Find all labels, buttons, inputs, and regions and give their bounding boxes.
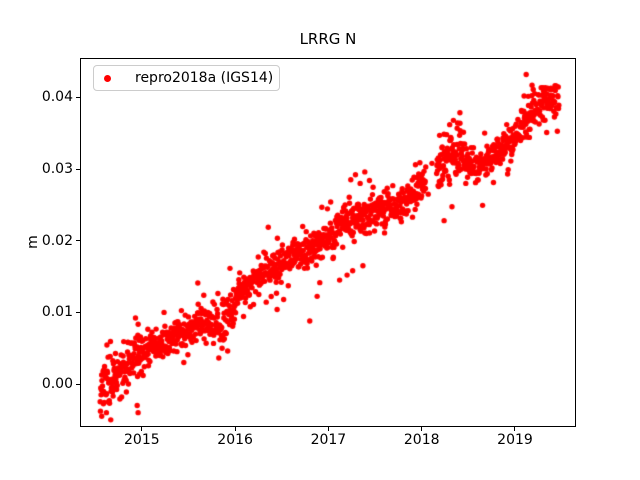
x-tick-label: 2017 (310, 432, 347, 448)
y-tick-label: 0.04 (41, 89, 73, 106)
x-tick-mark (327, 427, 329, 431)
scatter-canvas (80, 58, 576, 427)
y-tick-label: 0.02 (41, 232, 73, 249)
x-tick-mark (421, 427, 423, 431)
y-tick-label: 0.00 (41, 376, 73, 392)
y-tick-label: 0.03 (41, 161, 73, 178)
x-tick-label: 2018 (403, 432, 440, 448)
chart-title: LRRG N (299, 30, 357, 48)
legend: repro2018a (IGS14) (93, 65, 280, 91)
y-tick-label: 0.01 (41, 304, 73, 321)
legend-label: repro2018a (IGS14) (135, 70, 274, 86)
y-tick-mark (76, 311, 80, 313)
y-tick-mark (76, 240, 80, 242)
x-tick-label: 2016 (217, 432, 253, 448)
x-tick-label: 2019 (497, 432, 533, 448)
x-tick-mark (234, 427, 236, 431)
y-tick-mark (76, 96, 80, 98)
x-tick-label: 2015 (124, 432, 160, 448)
y-tick-mark (76, 168, 80, 170)
legend-dot-icon (104, 75, 111, 82)
x-tick-mark (514, 427, 516, 431)
y-tick-mark (76, 383, 80, 385)
x-tick-mark (141, 427, 143, 431)
